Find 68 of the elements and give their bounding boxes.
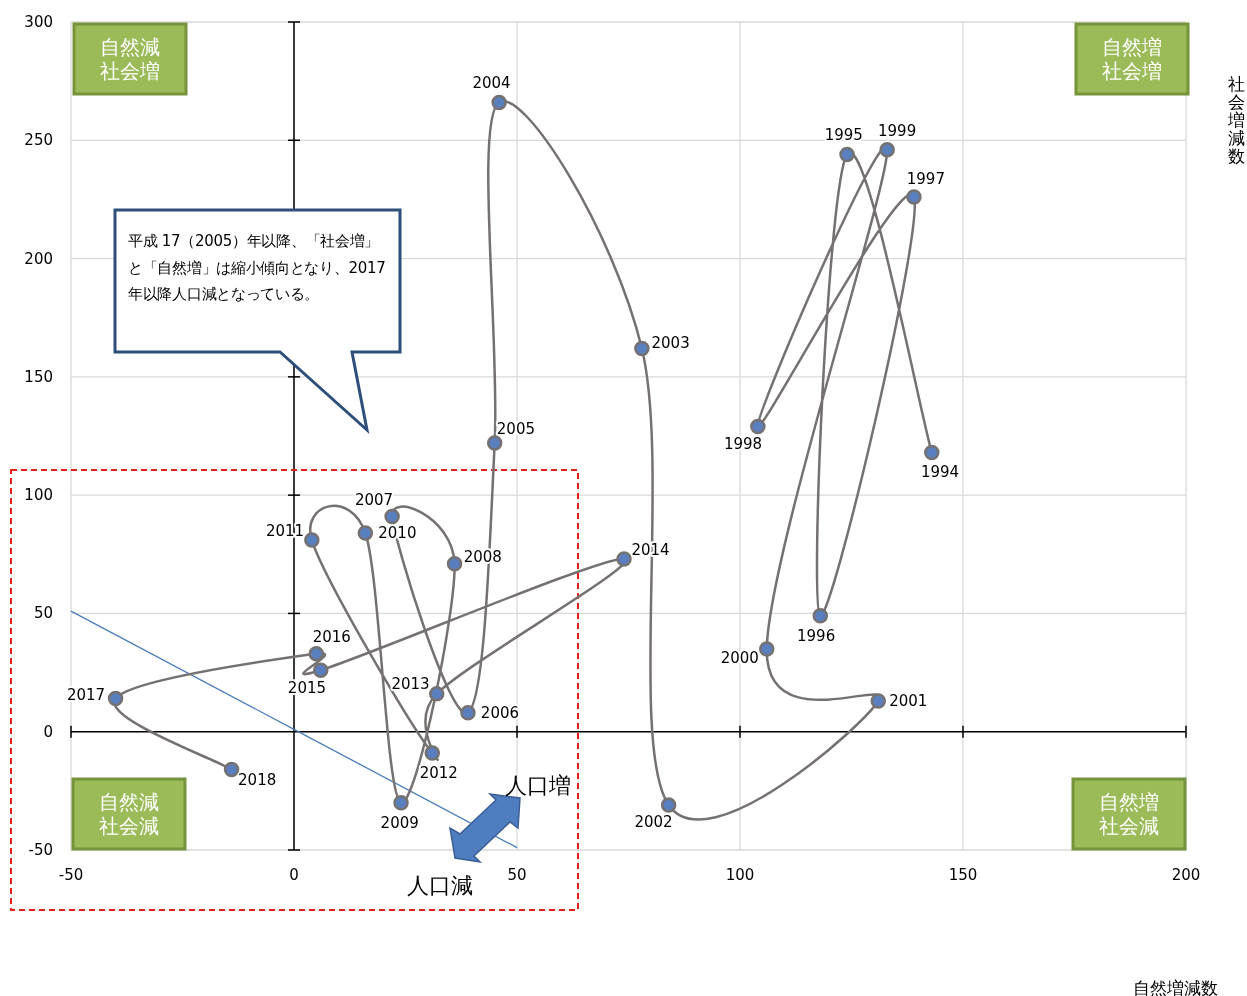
annotation: 2004 (472, 74, 511, 93)
y-axis-title: 社会増減数 (1226, 74, 1245, 166)
point (424, 745, 441, 761)
annotation: 2017 (66, 686, 106, 705)
point (879, 142, 895, 158)
point (870, 693, 887, 709)
annotation: 2001 (889, 691, 928, 710)
point (223, 761, 240, 778)
annotation: 2003 (651, 333, 690, 352)
y-tick-label: -50 (28, 841, 53, 859)
annotation: 2005 (496, 419, 536, 438)
text: 自然増減数 (1133, 978, 1218, 996)
x-tick-label: 150 (948, 866, 978, 884)
annotation: 2013 (391, 675, 430, 694)
point (906, 189, 922, 205)
y-tick-label: 300 (24, 13, 53, 31)
annotation: 1996 (797, 626, 836, 645)
annotation: 平成 17（2005）年以降、「社会増」と「自然増」は縮小傾向となり、2017 年以降人口減となっている。 (128, 231, 387, 305)
point (308, 645, 325, 662)
text: 人口減 (407, 873, 473, 898)
point (759, 641, 775, 657)
point (812, 608, 829, 624)
annotation: 2016 (312, 627, 351, 646)
point (357, 525, 374, 541)
x-tick-label: 100 (725, 866, 755, 884)
annotation: 自然増社会減 (1099, 790, 1159, 838)
y-tick-label: 250 (24, 131, 53, 150)
point (924, 444, 940, 461)
point (460, 705, 476, 721)
annotation: 2018 (238, 771, 277, 790)
annotation: 2009 (380, 813, 419, 832)
point (313, 662, 329, 678)
annotation: 1997 (906, 169, 945, 188)
annotation: 1995 (824, 125, 863, 144)
annotation: 自然減社会増 (100, 35, 160, 83)
point (491, 94, 507, 111)
point (839, 146, 855, 163)
annotation: 1998 (723, 434, 763, 453)
annotation: 自然増社会増 (1102, 35, 1162, 83)
annotation: 人口増 (505, 773, 571, 798)
y-tick-label: 150 (24, 367, 53, 386)
point (750, 418, 766, 435)
y-tick-label: 100 (24, 486, 53, 505)
annotation: 1999 (878, 121, 917, 140)
point (634, 340, 650, 357)
annotation: 2012 (419, 763, 458, 782)
point (304, 532, 320, 548)
point (446, 556, 463, 572)
point (393, 794, 409, 811)
annotation: 2006 (480, 703, 520, 722)
x-tick-label: 0 (289, 866, 299, 884)
annotation: 2000 (720, 648, 759, 667)
point (384, 508, 400, 525)
point (107, 690, 124, 707)
annotation: 2002 (634, 813, 673, 832)
y-tick-label: 0 (43, 722, 53, 741)
y-tick-label: 200 (24, 249, 53, 268)
annotation: 2007 (354, 491, 394, 510)
point (486, 435, 503, 451)
point (660, 797, 677, 813)
point (616, 551, 632, 567)
x-tick-label: 200 (1171, 866, 1201, 884)
annotation: 自然減社会減 (99, 790, 159, 838)
annotation: 1994 (920, 462, 960, 481)
y-tick-label: 50 (33, 604, 53, 623)
x-tick-label: -50 (58, 866, 84, 884)
x-tick-label: 50 (507, 866, 527, 884)
point (428, 686, 445, 702)
